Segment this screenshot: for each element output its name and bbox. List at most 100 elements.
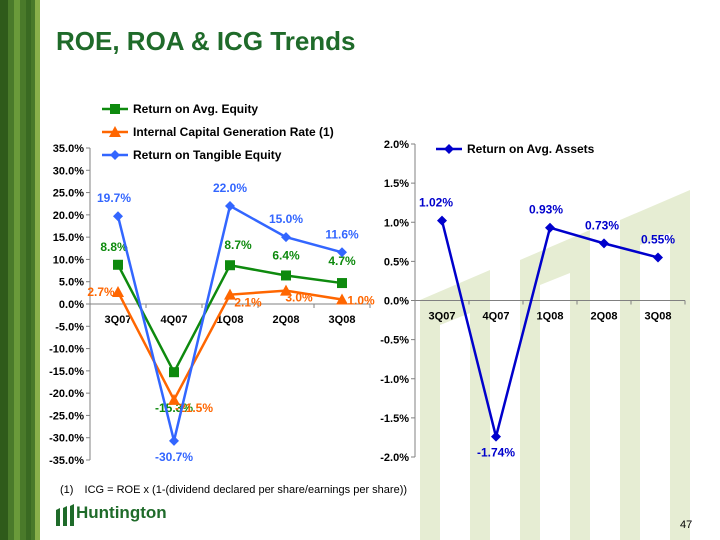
right-chart-series-line-0: [440, 220, 659, 437]
left-chart-y-tick-label: 0.0%: [59, 299, 84, 311]
left-chart-point-2-0: [113, 211, 123, 222]
left-chart-legend-marker-2: [110, 150, 120, 160]
left-chart-data-label-1-0: 2.7%: [87, 285, 115, 299]
footnote-text: ICG = ROE x (1-(dividend declared per sh…: [84, 484, 408, 496]
left-chart-y-tick-label: -10.0%: [49, 344, 84, 356]
right-chart-x-tick-label-4Q07: 4Q07: [483, 311, 510, 323]
right-chart-point-0-1: [491, 431, 501, 442]
left-chart-y-tick-label: 30.0%: [53, 165, 84, 177]
left-chart-data-label-0-2: 8.7%: [224, 238, 252, 252]
left-chart-legend-label-2: Return on Tangible Equity: [133, 148, 282, 162]
left-chart-data-label-2-0: 19.7%: [97, 191, 131, 205]
right-chart-y-tick-label: 1.5%: [384, 178, 409, 190]
left-chart-series-line-1: [116, 289, 343, 403]
footnote-marker: (1): [60, 484, 74, 496]
left-chart-legend-marker-1: [109, 126, 121, 137]
left-chart-point-1-2: [224, 288, 236, 300]
left-chart-data-label-1-2: 2.1%: [234, 296, 262, 310]
left-chart-x-tick-label-4Q07: 4Q07: [161, 314, 188, 326]
left-chart-legend-marker-0: [110, 104, 120, 114]
right-chart-y-tick-label: 1.0%: [384, 217, 409, 229]
left-chart-point-0-1: [169, 367, 179, 378]
left-chart-point-0-4: [337, 278, 347, 289]
right-chart-y-tick-label: 2.0%: [384, 139, 409, 151]
left-chart-data-label-1-3: 3.0%: [285, 291, 313, 305]
left-chart-point-1-4: [336, 293, 348, 305]
left-chart-y-tick-label: -20.0%: [49, 388, 84, 400]
right-chart-series-0: 1.02% -1.74% 0.93% 0.73% 0.55%: [419, 196, 675, 460]
left-chart-legend-label-1: Internal Capital Generation Rate (1): [133, 125, 334, 139]
right-chart-point-0-2: [545, 222, 555, 233]
right-chart-data-label-0-0: 1.02%: [419, 196, 453, 210]
right-chart-y-tick-label: 0.0%: [384, 296, 409, 308]
left-chart-legend-1: Internal Capital Generation Rate (1): [102, 125, 334, 139]
left-chart-data-label-2-1: -30.7%: [155, 450, 193, 464]
left-chart-point-1-3: [280, 284, 292, 296]
right-chart-x-tick-label-3Q08: 3Q08: [645, 311, 672, 323]
left-chart-data-label-2-2: 22.0%: [213, 181, 247, 195]
left-chart-data-label-2-4: 11.6%: [325, 227, 359, 241]
left-chart-x-tick-label-1Q08: 1Q08: [217, 314, 244, 326]
left-chart-y-tick-label: -15.0%: [49, 366, 84, 378]
left-chart-y-tick-label: -5.0%: [55, 321, 84, 333]
left-chart-y-tick-label: -35.0%: [49, 455, 84, 467]
footnote: (1) ICG = ROE x (1-(dividend declared pe…: [60, 484, 407, 496]
right-chart-y-tick-label: 0.5%: [384, 256, 409, 268]
left-chart-y-tick-label: 10.0%: [53, 254, 84, 266]
left-chart-data-label-0-0: 8.8%: [100, 240, 128, 254]
left-chart-point-0-0: [113, 259, 123, 270]
decorative-sidebar: [0, 0, 40, 540]
left-chart-legend-2: Return on Tangible Equity: [102, 148, 282, 162]
right-chart-x-tick-label-1Q08: 1Q08: [537, 311, 564, 323]
left-chart-data-label-0-4: 4.7%: [328, 254, 356, 268]
right-chart-legend-marker-0: [444, 144, 454, 154]
right-chart-point-0-3: [599, 238, 609, 249]
roe-icg-rote-chart: Return on Avg. Equity Internal Capital Ge…: [49, 102, 375, 467]
left-chart-y-tick-label: -25.0%: [49, 410, 84, 422]
left-chart-data-label-0-3: 6.4%: [272, 248, 300, 262]
page-title: ROE, ROA & ICG Trends: [56, 26, 356, 56]
right-chart-data-label-0-3: 0.73%: [585, 218, 619, 232]
logo-wordmark: Huntington: [76, 503, 167, 522]
right-chart-point-0-0: [437, 215, 447, 226]
page-number: 47: [680, 519, 693, 531]
left-chart-data-label-2-3: 15.0%: [269, 212, 303, 226]
left-chart-point-2-4: [337, 247, 347, 258]
left-chart-y-tick-label: 35.0%: [53, 143, 84, 155]
watermark-logo-shape: [420, 190, 690, 540]
roa-chart: Return on Avg. Assets 2.0% 1.5% 1.0% 0.5% 0.0…: [380, 139, 686, 464]
left-chart-x-tick-label-3Q07: 3Q07: [105, 314, 132, 326]
left-chart-point-1-0: [112, 285, 124, 297]
left-chart-point-0-2: [225, 260, 235, 271]
right-chart-legend-0: Return on Avg. Assets: [436, 142, 595, 156]
left-chart-x-tick-label-3Q08: 3Q08: [329, 314, 356, 326]
right-chart-legend-label-0: Return on Avg. Assets: [467, 142, 595, 156]
left-chart-legend-label-0: Return on Avg. Equity: [133, 102, 258, 116]
left-chart-point-2-1: [169, 435, 179, 446]
left-chart-y-tick-label: 25.0%: [53, 188, 84, 200]
huntington-logo-icon: [56, 504, 74, 526]
left-chart-series-0: 8.8%-15.3%8.7%6.4% 4.7%: [100, 238, 356, 415]
left-chart-point-2-3: [281, 232, 291, 243]
right-chart-y-tick-label: -1.0%: [380, 374, 409, 386]
left-chart-data-label-1-1: -21.5%: [175, 401, 213, 415]
right-chart-x-tick-label-3Q07: 3Q07: [429, 311, 456, 323]
right-chart-point-0-4: [653, 252, 663, 263]
left-chart-point-0-3: [281, 270, 291, 281]
left-chart-data-label-1-4: 1.0%: [347, 294, 375, 308]
left-chart-legend-0: Return on Avg. Equity: [102, 102, 258, 116]
left-chart-y-tick-label: 15.0%: [53, 232, 84, 244]
right-chart-data-label-0-2: 0.93%: [529, 203, 563, 217]
left-chart-y-tick-label: 5.0%: [59, 277, 84, 289]
right-chart-y-tick-label: -2.0%: [380, 452, 409, 464]
right-chart-y-tick-label: -1.5%: [380, 413, 409, 425]
left-chart-point-2-2: [225, 200, 235, 211]
left-chart-x-tick-label-2Q08: 2Q08: [273, 314, 300, 326]
right-chart-data-label-0-1: -1.74%: [477, 446, 515, 460]
left-chart-series-2: 19.7% -30.7% 22.0% 15.0% 11.6%: [97, 181, 359, 464]
right-chart-y-tick-label: -0.5%: [380, 335, 409, 347]
right-chart-data-label-0-4: 0.55%: [641, 232, 675, 246]
left-chart-point-1-1: [168, 393, 180, 405]
left-chart-y-tick-label: -30.0%: [49, 433, 84, 445]
left-chart-y-tick-label: 20.0%: [53, 210, 84, 222]
